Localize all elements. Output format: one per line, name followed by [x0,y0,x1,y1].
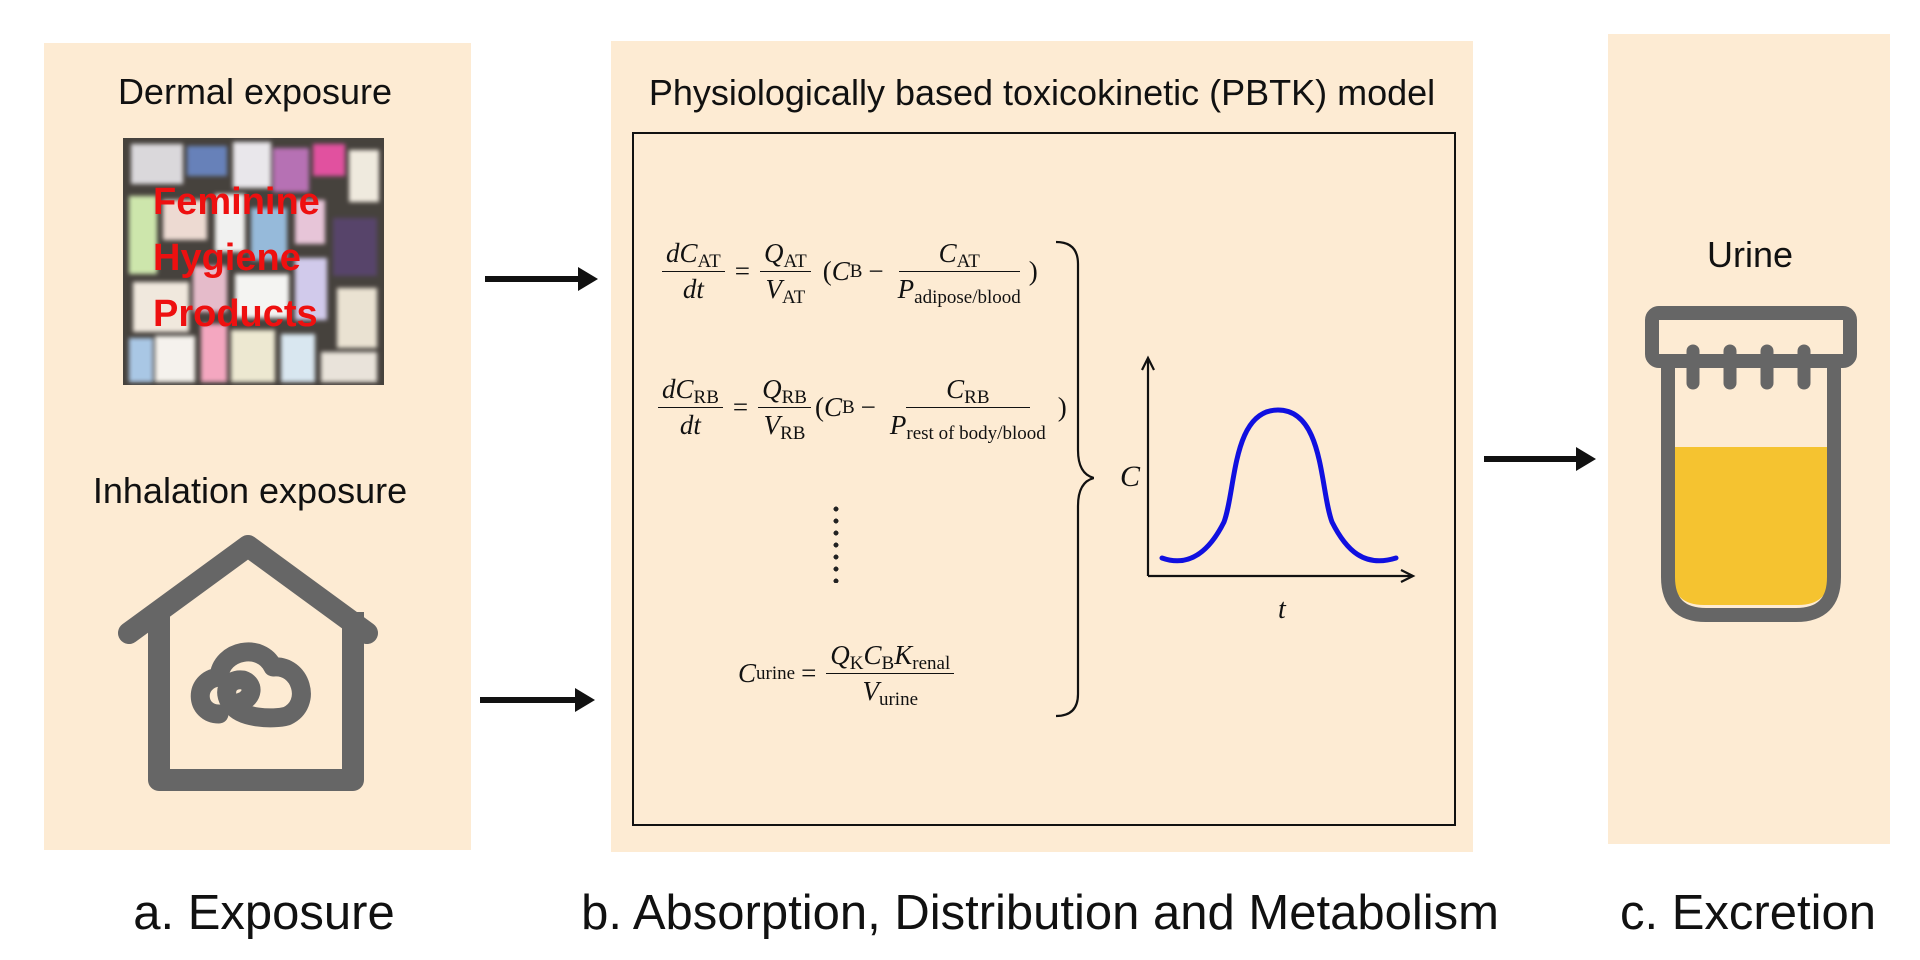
product-label-line-2: Hygiene [153,237,301,279]
arrow-dermal-to-model [485,267,598,291]
dermal-exposure-title: Dermal exposure [117,71,393,112]
product-label-line-3: Products [153,293,318,335]
plot-y-label: C [1120,460,1141,493]
excretion-panel [1608,34,1890,844]
caption-exposure: a. Exposure [133,886,395,940]
model-box [632,132,1456,826]
equation-adipose: dCAT dt = QAT VAT (C B − CAT Padipose/blood … [658,238,1038,307]
house-cloud-icon [118,535,378,791]
feminine-hygiene-products-image: Feminine Hygiene Products [123,138,384,385]
pbtk-model-title: Physiologically based toxicokinetic (PBT… [648,72,1436,113]
pbtk-panel [611,41,1473,852]
concentration-time-plot: C t [1120,355,1416,625]
product-label-line-1: Feminine [153,181,320,223]
plot-x-label: t [1278,594,1287,625]
plot-y-axis-arrowhead [1141,355,1155,371]
caption-excretion: c. Excretion [1620,886,1876,940]
arrow-inhalation-to-model [480,688,595,712]
arrow-model-to-urine [1484,447,1596,471]
plot-x-axis-arrowhead [1400,569,1416,583]
caption-absorption: b. Absorption, Distribution and Metaboli… [581,886,1499,940]
inhalation-exposure-title: Inhalation exposure [92,470,408,511]
urine-title: Urine [1706,234,1794,275]
concentration-curve [1159,407,1399,564]
urine-level [1672,447,1830,605]
right-brace [1055,240,1094,718]
equation-rest-of-body: dCRB dt = QRB VRB (C B − CRB Prest of body/b… [654,374,1067,443]
ellipsis-dots [833,503,839,583]
urine-cup-icon [1645,306,1857,622]
